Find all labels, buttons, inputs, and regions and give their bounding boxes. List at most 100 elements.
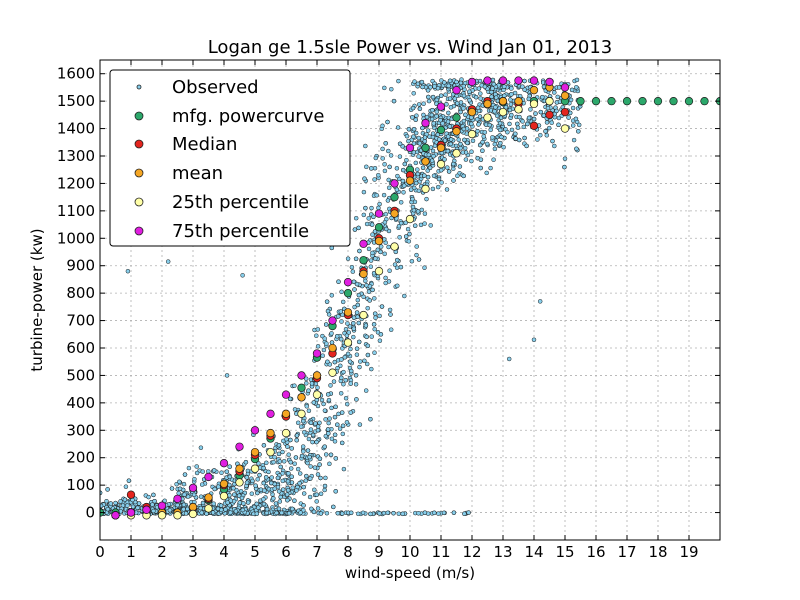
observed-point <box>382 219 388 225</box>
observed-point <box>419 207 425 213</box>
observed-point <box>442 157 447 162</box>
observed-point <box>365 343 371 349</box>
observed-point <box>396 223 402 229</box>
observed-point <box>332 439 338 444</box>
x-axis-label: wind-speed (m/s) <box>345 564 475 582</box>
observed-point <box>301 429 307 435</box>
observed-point <box>135 505 140 511</box>
observed-point <box>484 141 490 147</box>
observed-point <box>461 93 467 99</box>
observed-point <box>476 86 482 91</box>
observed-point <box>108 501 113 506</box>
point-mean <box>529 86 539 95</box>
observed-point <box>198 445 204 450</box>
observed-point <box>382 168 388 174</box>
observed-point <box>355 297 361 303</box>
observed-point <box>372 311 378 316</box>
observed-point <box>200 500 206 506</box>
y-tick-label: 1200 <box>57 174 95 192</box>
observed-point <box>211 501 216 506</box>
observed-point <box>410 196 415 202</box>
point-mean <box>514 96 523 106</box>
observed-point <box>401 183 407 188</box>
observed-point <box>441 510 447 516</box>
observed-point <box>104 498 109 504</box>
observed-point <box>340 299 346 305</box>
observed-point <box>269 475 274 480</box>
point-p25 <box>452 149 461 158</box>
observed-point <box>329 331 334 336</box>
observed-point <box>338 336 344 342</box>
legend-label-observed: Observed <box>172 77 259 98</box>
observed-point <box>275 475 281 481</box>
x-tick-label: 5 <box>250 543 260 561</box>
observed-point <box>424 196 429 202</box>
point-p25 <box>421 184 430 194</box>
observed-point <box>348 381 353 386</box>
legend-label-powercurve: mfg. powercurve <box>172 106 324 127</box>
observed-point <box>492 146 498 152</box>
y-tick-label: 1600 <box>57 65 95 83</box>
observed-point <box>469 158 474 164</box>
observed-point <box>381 192 387 198</box>
observed-point <box>406 126 412 132</box>
observed-point <box>430 148 436 154</box>
legend-label-mean: mean <box>172 163 223 184</box>
observed-point <box>446 169 452 174</box>
point-median <box>545 110 554 120</box>
observed-point <box>357 422 363 427</box>
observed-point <box>497 127 503 133</box>
observed-point <box>310 439 315 445</box>
observed-point <box>416 257 422 262</box>
point-powercurve <box>359 256 368 265</box>
observed-point <box>288 459 293 465</box>
observed-point <box>356 225 361 231</box>
observed-point <box>438 117 443 123</box>
observed-point <box>321 347 327 353</box>
x-tick-label: 4 <box>219 543 229 561</box>
observed-point <box>322 444 327 449</box>
observed-point <box>438 93 444 98</box>
x-tick-label: 6 <box>281 543 291 561</box>
observed-point <box>125 503 130 508</box>
observed-point <box>497 120 503 126</box>
observed-point <box>312 465 318 470</box>
y-tick-label: 800 <box>66 284 95 302</box>
observed-point <box>456 137 461 142</box>
observed-point <box>198 505 203 511</box>
legend-label-75th: 75th percentile <box>172 221 309 242</box>
observed-point <box>177 479 182 485</box>
observed-point <box>326 431 331 436</box>
observed-point <box>432 510 437 516</box>
observed-point <box>434 114 439 119</box>
chart-title: Logan ge 1.5sle Power vs. Wind Jan 01, 2… <box>208 37 613 58</box>
legend-marker-powercurve <box>134 111 144 121</box>
observed-point <box>552 143 557 149</box>
observed-point <box>404 133 410 139</box>
point-powercurve <box>343 288 353 298</box>
observed-point <box>351 321 356 326</box>
observed-point <box>491 81 497 87</box>
observed-point <box>347 359 353 364</box>
observed-point <box>125 268 131 274</box>
observed-point <box>435 184 441 190</box>
observed-point <box>429 112 435 118</box>
observed-point <box>286 471 291 476</box>
point-p25 <box>328 368 337 377</box>
observed-point <box>309 381 315 386</box>
observed-point <box>442 80 447 85</box>
observed-point <box>200 469 205 474</box>
point-p25 <box>188 509 198 519</box>
point-p25 <box>359 310 368 320</box>
point-median <box>126 490 136 499</box>
y-tick-label: 100 <box>66 476 95 494</box>
observed-point <box>480 148 485 153</box>
observed-point <box>410 105 416 111</box>
observed-point <box>288 437 293 443</box>
observed-point <box>372 177 377 182</box>
observed-point <box>422 510 428 515</box>
point-mean <box>498 96 508 106</box>
observed-point <box>492 109 497 114</box>
observed-point <box>505 129 510 135</box>
observed-point <box>445 134 451 139</box>
